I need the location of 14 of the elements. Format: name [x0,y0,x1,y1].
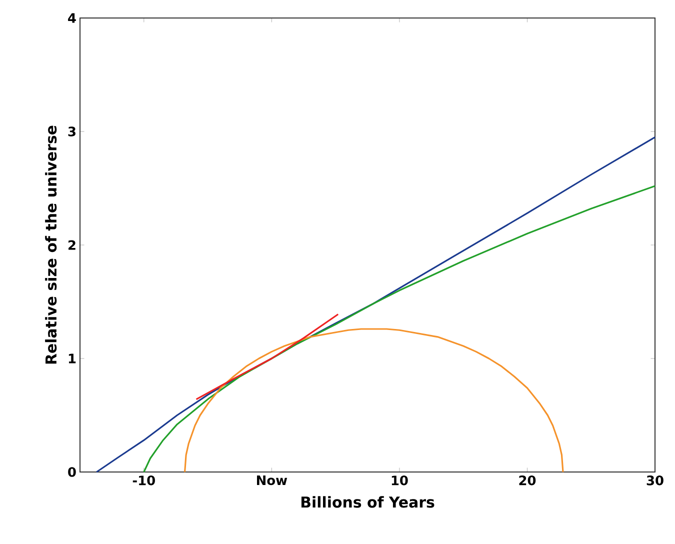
y-tick-label: 1 [68,354,76,364]
x-tick-label: 30 [646,476,664,486]
y-axis-title: Relative size of the universe [45,126,57,364]
x-tick-label: 10 [392,476,408,486]
x-axis-title: Billions of Years [301,496,434,508]
x-tick-label: -10 [132,476,155,486]
y-tick-label: 3 [68,126,76,136]
x-tick-label: 20 [519,476,536,486]
line-series [195,313,339,400]
line-series [143,185,656,473]
y-tick-label: 0 [68,467,76,477]
x-tick-label: Now [257,476,288,486]
y-tick-label: 4 [68,13,76,23]
y-tick-label: 2 [68,240,76,250]
